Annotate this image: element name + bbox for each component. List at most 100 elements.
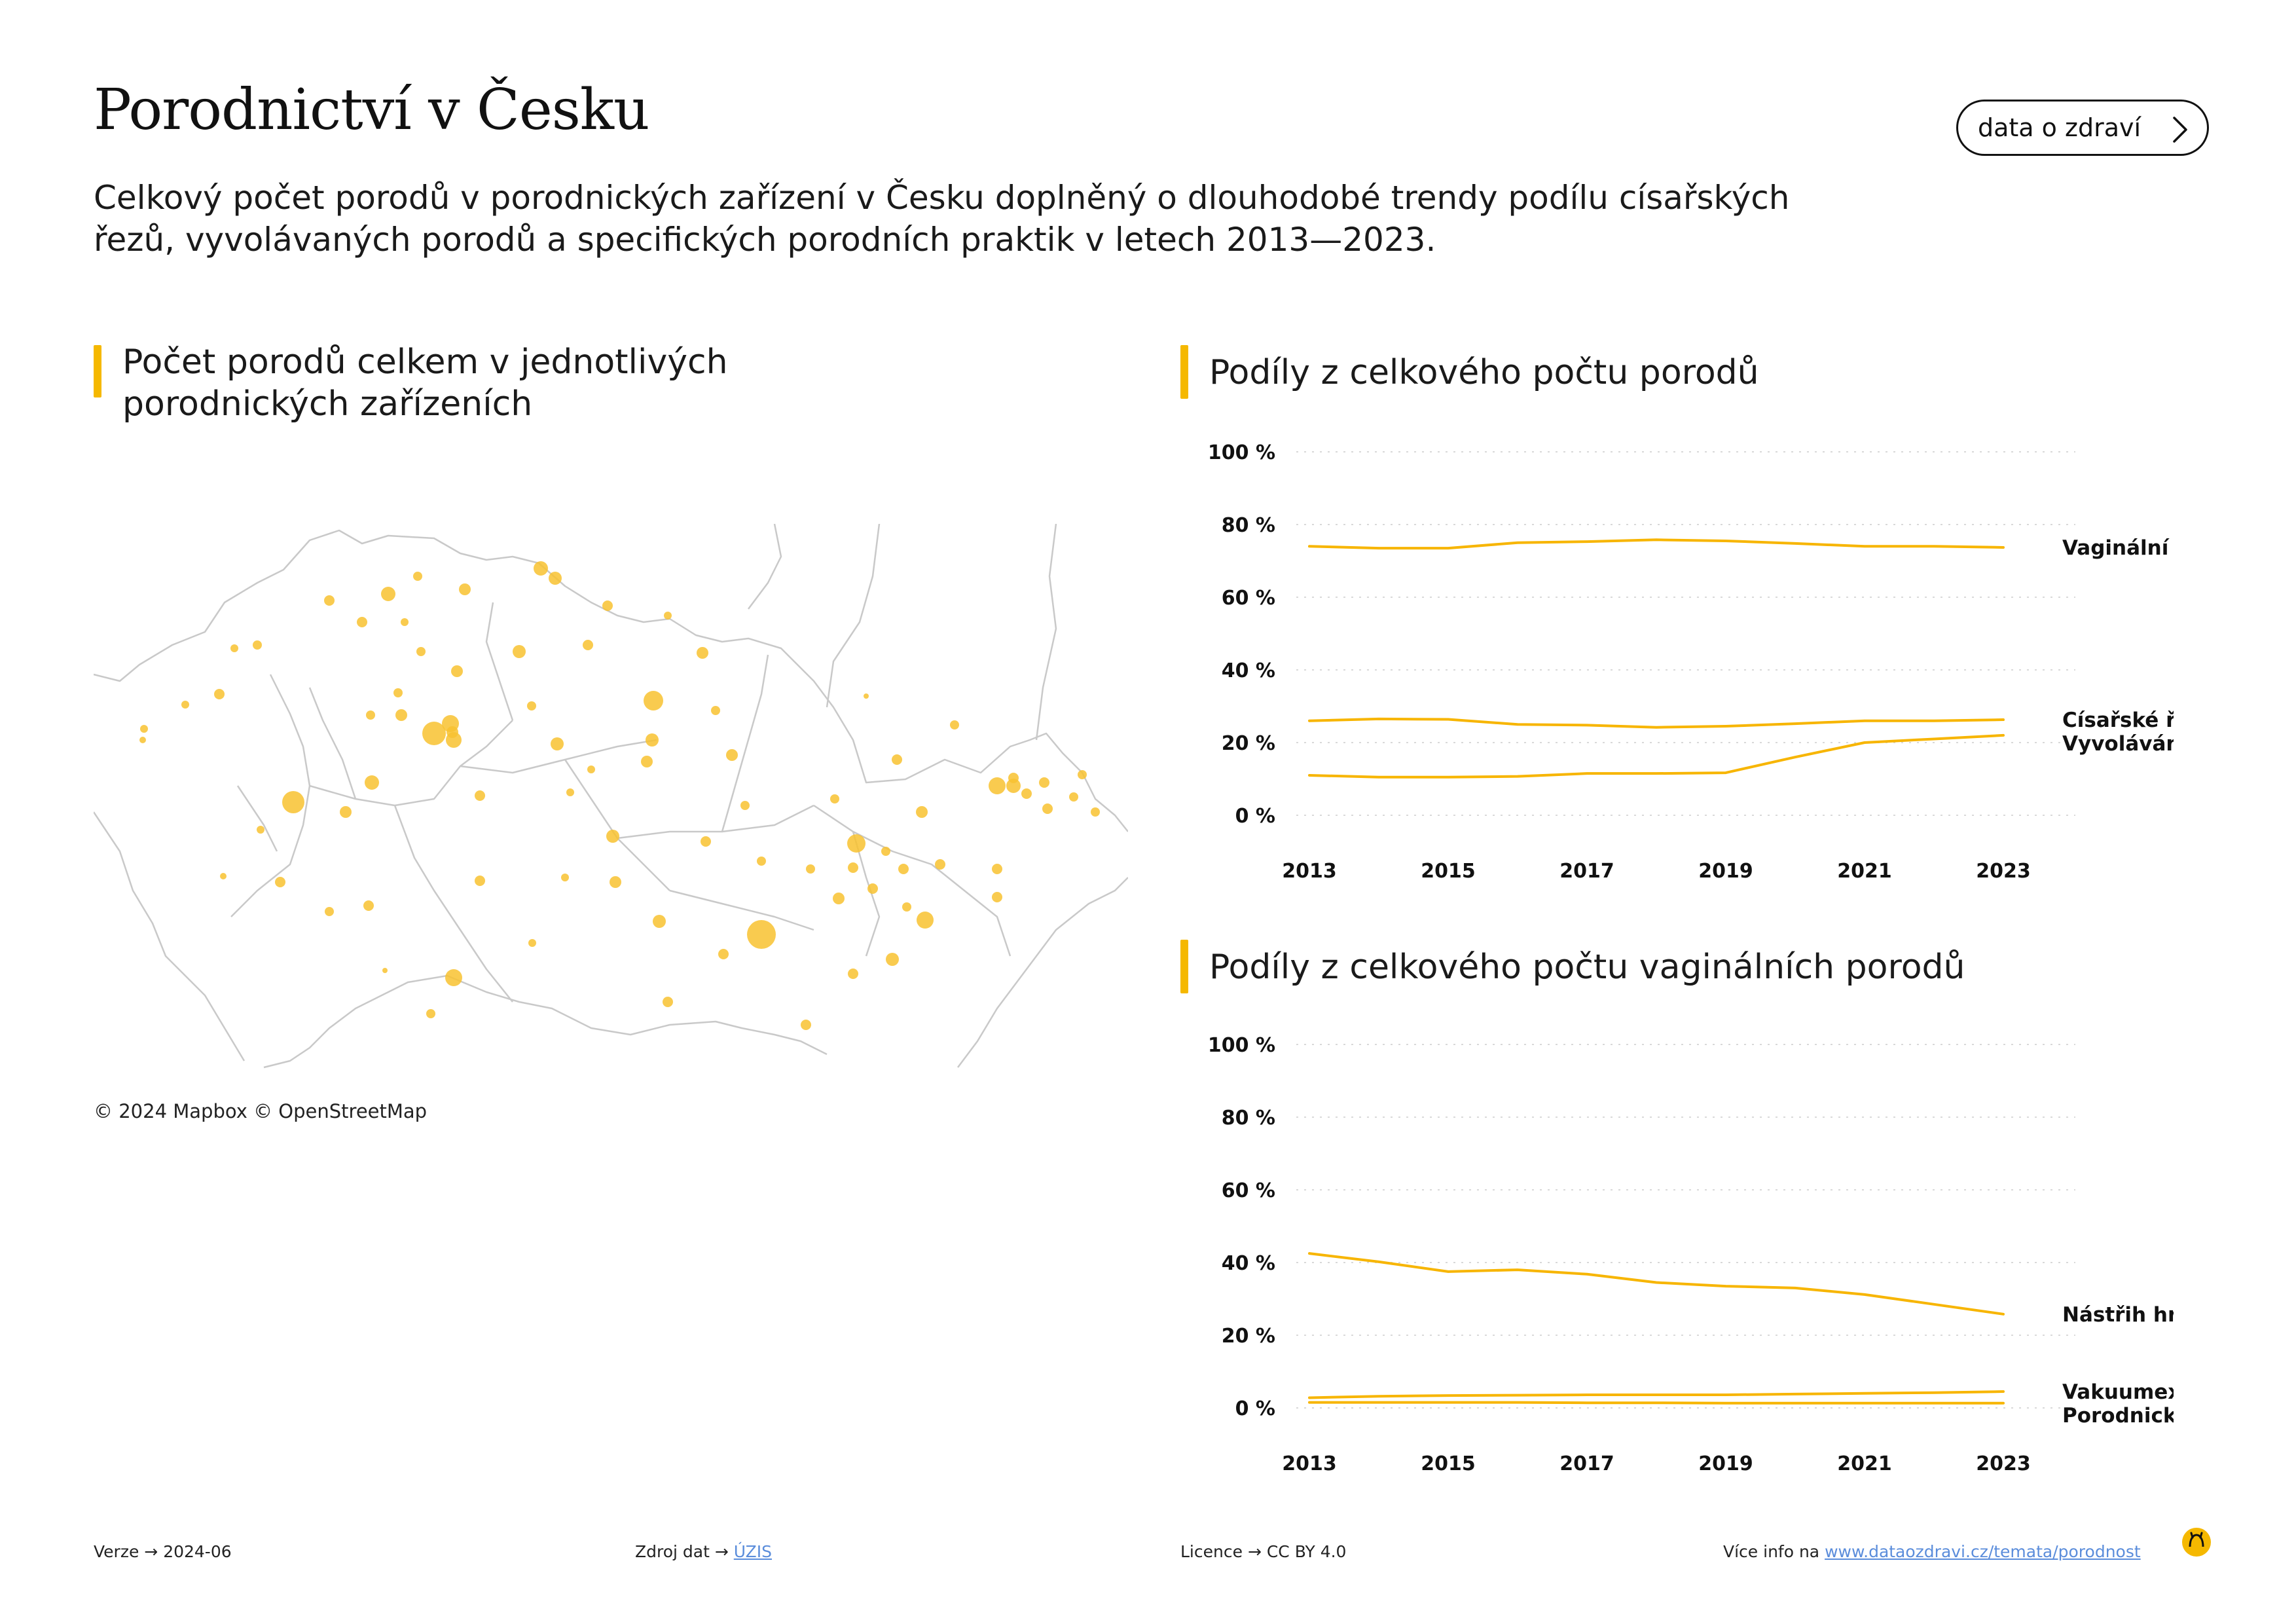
chart2-title: Podíly z celkového počtu vaginálních por… [1209,948,1965,987]
facility-dot [181,701,189,709]
facility-dot [992,892,1002,902]
arrow-right-icon: → [714,1542,734,1561]
facility-dot [864,693,869,699]
region-border [230,602,1011,1003]
facility-dot [275,877,285,887]
facility-dot [426,1009,435,1018]
facility-dot [422,722,446,745]
brand-logo-icon [2182,1528,2211,1557]
facility-dot [253,640,262,650]
x-tick-label: 2023 [1976,1452,2031,1475]
page-subtitle: Celkový počet porodů v porodnických zaří… [94,179,1790,259]
facility-dot [902,902,911,912]
facility-dot [848,862,858,873]
facility-dot [992,864,1002,874]
series-line [1308,733,2005,779]
series-label: Vyvolávání porodu [2062,732,2174,756]
facility-dot [527,701,536,710]
facility-dot [610,876,621,888]
facility-dot [445,969,462,986]
facility-dot [340,806,352,818]
y-tick-label: 80 % [1222,514,1275,537]
footer-more-info: Více info na www.dataozdravi.cz/temata/p… [1723,1542,2141,1561]
facility-dot [806,864,815,874]
facility-dot [653,915,666,928]
facility-dot [587,766,595,773]
facility-dot [551,737,564,750]
accent-bar [1180,345,1188,399]
map-borders [94,524,1128,1069]
more-info-link[interactable]: www.dataozdravi.cz/temata/porodnost [1825,1542,2141,1561]
license-value: CC BY 4.0 [1266,1542,1347,1561]
facility-dot [357,617,367,627]
x-tick-label: 2021 [1837,860,1892,883]
series-label: Porodnické kleště [2062,1404,2174,1428]
facility-dot [583,640,593,650]
series-label: Vaginální porody [2062,536,2174,560]
brand-button-label: data o zdraví [1978,113,2141,142]
chart1-title: Podíly z celkového počtu porodů [1209,353,1759,392]
facility-dot [534,561,548,576]
series-line [1308,1252,2005,1316]
facility-dot [757,857,766,866]
y-tick-label: 0 % [1235,805,1275,828]
facility-dot [1021,788,1032,799]
facility-dot [606,830,619,843]
facility-dot [1008,773,1019,783]
chevron-right-icon [2173,117,2187,143]
facility-dot [561,874,569,881]
source-link[interactable]: ÚZIS [733,1542,772,1561]
map-title-line-1: Počet porodů celkem v jednotlivých [122,342,728,382]
facility-dot [257,826,264,834]
facility-dot [416,647,426,656]
arrow-right-icon: → [144,1542,164,1561]
facility-dot [898,864,909,874]
facility-dot [282,791,304,813]
facility-dot [475,790,485,801]
facility-dot [830,794,839,803]
facility-dot [381,587,395,601]
facility-dot [324,595,335,606]
facility-dot [833,893,845,904]
y-tick-label: 40 % [1222,1252,1275,1275]
series-label: Císařské řezy [2062,709,2174,732]
facility-dot [325,907,334,916]
facility-dot [1091,807,1100,817]
y-tick-label: 0 % [1235,1397,1275,1420]
series-line [1308,1390,2005,1399]
chart-total-births: 100 % 80 % 60 % 40 % 20 % 0 % 2013 2015 2017 2019… [1208,441,2174,883]
y-tick-label: 100 % [1208,1034,1275,1057]
version-value: 2024-06 [163,1542,232,1561]
y-tick-label: 20 % [1222,732,1275,755]
facility-dot [602,600,613,611]
facility-dot [697,647,708,659]
x-tick-label: 2015 [1421,1452,1476,1475]
version-label: Verze [94,1542,139,1561]
facility-dot [950,720,959,729]
facility-dot [664,612,672,619]
facility-dot [711,706,720,715]
facility-dot [451,665,463,677]
accent-bar [1180,940,1188,993]
chart1-heading: Podíly z celkového počtu porodů [1180,345,1759,399]
facility-dot [230,644,238,652]
x-tick-label: 2019 [1698,860,1753,883]
facility-dot [1042,803,1053,814]
facility-dot [881,847,890,856]
neighbor-border [748,524,1057,741]
page-title: Porodnictví v Česku [94,77,649,143]
facility-dot [214,689,225,699]
facility-dot [641,756,653,767]
facility-dot [867,883,878,894]
x-tick-label: 2013 [1282,1452,1337,1475]
data-o-zdravi-button[interactable]: data o zdraví [1956,100,2209,156]
accent-bar [94,345,101,397]
facility-dot [747,920,776,949]
facility-dot [740,801,750,810]
footer-license: Licence → CC BY 4.0 [1180,1542,1346,1561]
chart-vaginal-births: 100 % 80 % 60 % 40 % 20 % 0 % 2013 2015 2017 2019… [1208,1034,2174,1475]
czech-map[interactable] [94,524,1128,1074]
source-label: Zdroj dat [635,1542,710,1561]
facility-dot [848,969,858,979]
map-section-heading: Počet porodů celkem v jednotlivých porod… [94,342,728,425]
